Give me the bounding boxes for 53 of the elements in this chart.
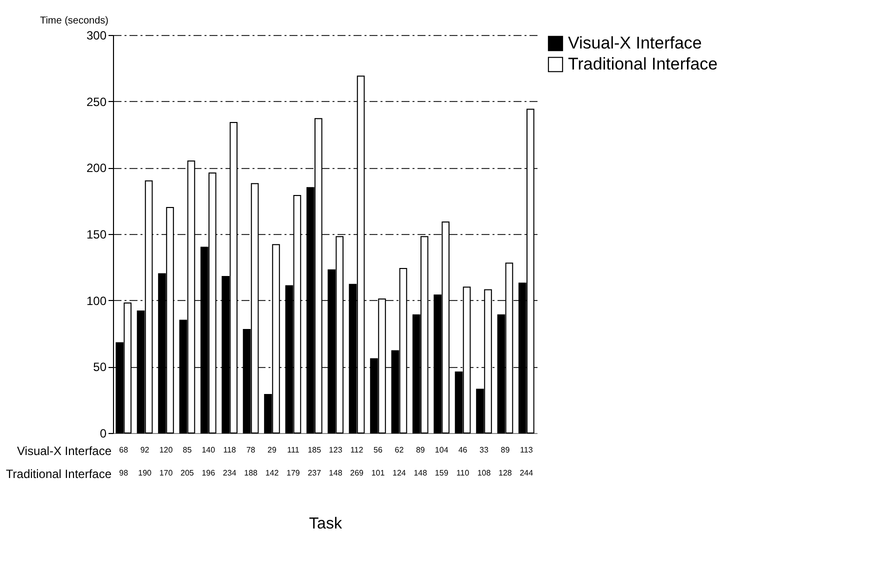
data-label: 112 [350, 446, 364, 454]
data-label: 92 [140, 446, 150, 454]
y-tick-label: 100 [86, 294, 107, 308]
y-axis-title: Time (seconds) [40, 16, 108, 26]
text: Traditional Interface [6, 467, 112, 481]
data-label: 128 [498, 468, 512, 478]
data-label: 196 [202, 468, 216, 478]
x-axis-title: Task [309, 516, 343, 532]
data-label: 188 [244, 468, 258, 478]
data-label: 68 [119, 446, 129, 454]
data-label: 142 [265, 468, 280, 478]
data-label: 104 [434, 446, 449, 454]
data-label: 179 [286, 468, 300, 478]
data-label: 269 [350, 468, 364, 478]
text: Visual-X Interface [17, 444, 112, 458]
data-label: 113 [520, 446, 534, 454]
data-label: 85 [182, 446, 192, 454]
data-label: 170 [159, 468, 174, 478]
data-label: 190 [138, 468, 152, 478]
data-label: 89 [416, 446, 426, 454]
data-label: 62 [394, 446, 404, 454]
y-tick-label: 50 [93, 360, 107, 374]
data-label: 120 [159, 446, 174, 454]
y-tick-label: 250 [86, 94, 107, 109]
data-label: 29 [268, 446, 277, 454]
data-label: 110 [456, 468, 470, 478]
data-label: 148 [328, 468, 343, 478]
data-label: 108 [477, 468, 492, 478]
legend-label: Visual-X Interface [568, 34, 702, 52]
data-label: 98 [119, 468, 129, 478]
data-label: 123 [328, 446, 343, 454]
data-label: 237 [308, 468, 322, 478]
data-label: 33 [480, 446, 489, 454]
data-label: 234 [222, 468, 237, 478]
y-tick-label: 200 [86, 161, 107, 176]
data-label: 205 [180, 468, 194, 478]
data-label: 124 [392, 468, 406, 478]
data-label: 159 [434, 468, 449, 478]
data-label: 244 [520, 468, 534, 478]
y-tick-label: 0 [100, 426, 107, 440]
data-label: 78 [246, 446, 256, 454]
y-tick-label: 150 [86, 228, 107, 242]
legend-label: Traditional Interface [568, 54, 718, 74]
y-tick-label: 300 [86, 28, 107, 42]
data-label: 111 [287, 446, 300, 454]
data-label: 89 [500, 446, 510, 454]
data-label: 101 [371, 468, 386, 478]
data-label: 56 [374, 446, 383, 454]
data-label: 118 [223, 446, 237, 454]
data-label: 46 [458, 446, 468, 454]
data-label: 140 [202, 446, 216, 454]
data-label: 148 [414, 468, 428, 478]
data-label: 185 [308, 446, 322, 454]
